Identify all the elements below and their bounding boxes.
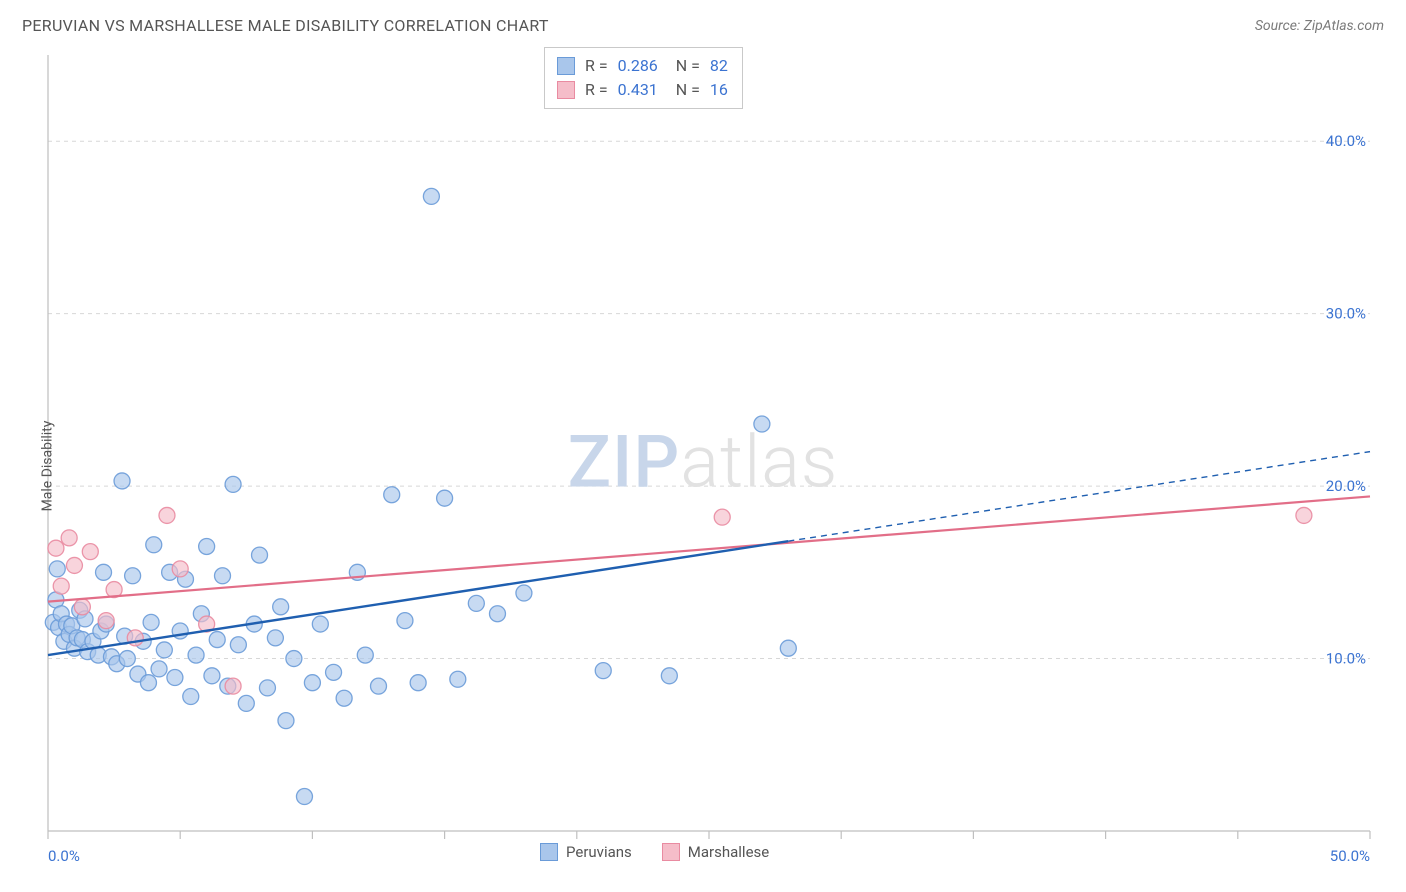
scatter-point-marshallese xyxy=(53,578,69,594)
y-tick-label: 20.0% xyxy=(1326,477,1366,495)
scatter-point-marshallese xyxy=(714,509,730,525)
stats-row-marshallese: R = 0.431 N = 16 xyxy=(557,78,728,102)
scatter-point-peruvians xyxy=(238,695,254,711)
scatter-point-peruvians xyxy=(397,613,413,629)
scatter-point-peruvians xyxy=(151,661,167,677)
scatter-point-peruvians xyxy=(468,595,484,611)
chart-source: Source: ZipAtlas.com xyxy=(1255,18,1384,34)
stat-r-value: 0.286 xyxy=(618,54,658,78)
x-tick-label: 50.0% xyxy=(1330,847,1370,865)
trendline-peruvians-dash xyxy=(788,452,1370,542)
scatter-point-peruvians xyxy=(423,188,439,204)
series-legend: Peruvians Marshallese xyxy=(540,843,769,861)
scatter-point-marshallese xyxy=(66,557,82,573)
scatter-point-peruvians xyxy=(516,585,532,601)
scatter-point-peruvians xyxy=(252,547,268,563)
legend-label-peruvians: Peruvians xyxy=(566,843,632,861)
scatter-point-peruvians xyxy=(595,663,611,679)
stat-r-value: 0.431 xyxy=(618,78,658,102)
scatter-point-peruvians xyxy=(278,713,294,729)
scatter-point-peruvians xyxy=(259,680,275,696)
scatter-point-peruvians xyxy=(188,647,204,663)
scatter-point-marshallese xyxy=(225,678,241,694)
trendline-marshallese xyxy=(48,496,1370,601)
scatter-point-peruvians xyxy=(125,568,141,584)
scatter-point-peruvians xyxy=(304,675,320,691)
scatter-point-marshallese xyxy=(82,544,98,560)
scatter-chart: 0.0% 50.0% 10.0% 20.0% 30.0% 40.0% xyxy=(0,43,1406,889)
swatch-marshallese xyxy=(557,81,575,99)
scatter-point-peruvians xyxy=(384,487,400,503)
scatter-point-peruvians xyxy=(312,616,328,632)
chart-title: PERUVIAN VS MARSHALLESE MALE DISABILITY … xyxy=(22,16,549,35)
legend-item-peruvians: Peruvians xyxy=(540,843,632,861)
scatter-point-peruvians xyxy=(225,476,241,492)
scatter-point-peruvians xyxy=(273,599,289,615)
trendline-peruvians-solid xyxy=(48,541,788,655)
legend-label-marshallese: Marshallese xyxy=(688,843,769,861)
legend-swatch-peruvians xyxy=(540,843,558,861)
scatter-point-peruvians xyxy=(156,642,172,658)
stats-row-peruvians: R = 0.286 N = 82 xyxy=(557,54,728,78)
scatter-point-peruvians xyxy=(146,537,162,553)
scatter-point-peruvians xyxy=(215,568,231,584)
scatter-point-peruvians xyxy=(204,668,220,684)
swatch-peruvians xyxy=(557,57,575,75)
scatter-point-peruvians xyxy=(780,640,796,656)
scatter-point-marshallese xyxy=(74,599,90,615)
stat-n-value: 16 xyxy=(710,78,728,102)
scatter-point-peruvians xyxy=(209,632,225,648)
scatter-point-peruvians xyxy=(199,538,215,554)
stats-legend: R = 0.286 N = 82 R = 0.431 N = 16 xyxy=(544,47,743,109)
chart-container: Male Disability ZIPatlas 0.0%50.0%10.0%2… xyxy=(0,43,1406,889)
scatter-point-peruvians xyxy=(183,688,199,704)
scatter-point-marshallese xyxy=(61,530,77,546)
scatter-point-peruvians xyxy=(437,490,453,506)
legend-item-marshallese: Marshallese xyxy=(662,843,769,861)
scatter-point-peruvians xyxy=(230,637,246,653)
scatter-point-marshallese xyxy=(1296,507,1312,523)
scatter-point-peruvians xyxy=(754,416,770,432)
scatter-point-marshallese xyxy=(172,561,188,577)
scatter-point-peruvians xyxy=(49,561,65,577)
stat-n-value: 82 xyxy=(710,54,728,78)
y-tick-label: 10.0% xyxy=(1326,650,1366,668)
y-tick-label: 40.0% xyxy=(1326,132,1366,150)
scatter-point-peruvians xyxy=(286,651,302,667)
scatter-point-peruvians xyxy=(140,675,156,691)
y-tick-label: 30.0% xyxy=(1326,305,1366,323)
scatter-point-peruvians xyxy=(96,564,112,580)
scatter-point-marshallese xyxy=(98,613,114,629)
scatter-point-peruvians xyxy=(114,473,130,489)
scatter-point-peruvians xyxy=(167,670,183,686)
scatter-point-peruvians xyxy=(410,675,426,691)
scatter-point-peruvians xyxy=(489,606,505,622)
stat-n-label: N = xyxy=(668,54,700,78)
scatter-point-peruvians xyxy=(336,690,352,706)
scatter-point-marshallese xyxy=(48,540,64,556)
scatter-point-peruvians xyxy=(450,671,466,687)
scatter-point-peruvians xyxy=(371,678,387,694)
scatter-point-peruvians xyxy=(267,630,283,646)
scatter-point-peruvians xyxy=(143,614,159,630)
scatter-point-peruvians xyxy=(326,664,342,680)
scatter-point-peruvians xyxy=(661,668,677,684)
stat-r-label: R = xyxy=(585,78,608,102)
scatter-point-peruvians xyxy=(357,647,373,663)
scatter-point-peruvians xyxy=(296,789,312,805)
scatter-point-peruvians xyxy=(119,651,135,667)
legend-swatch-marshallese xyxy=(662,843,680,861)
stat-r-label: R = xyxy=(585,54,608,78)
scatter-point-marshallese xyxy=(159,507,175,523)
x-tick-label: 0.0% xyxy=(48,847,80,865)
y-axis-label: Male Disability xyxy=(39,421,55,512)
stat-n-label: N = xyxy=(668,78,700,102)
